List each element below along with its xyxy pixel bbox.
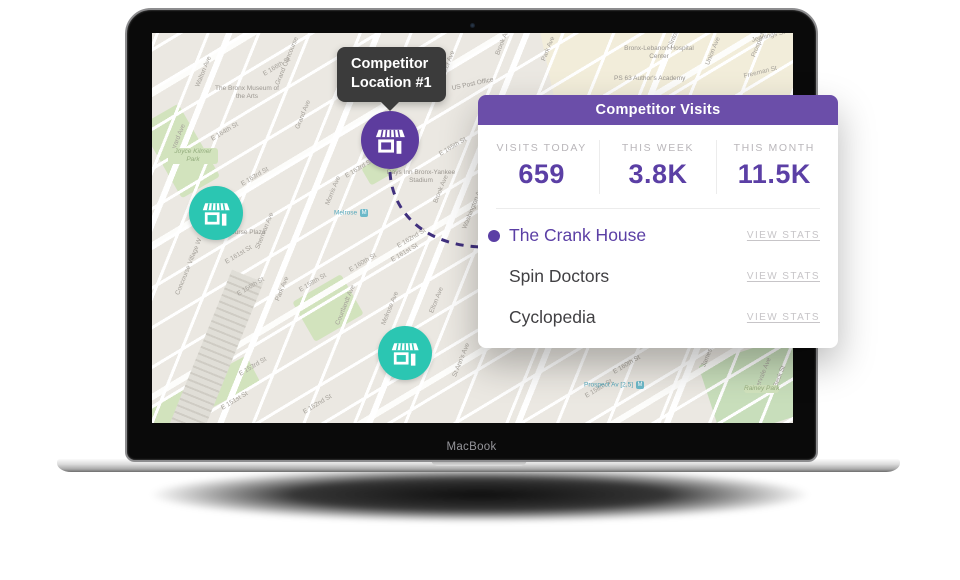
route-dot bbox=[488, 229, 500, 242]
competitor-row-crank-house[interactable]: The Crank House VIEW STATS bbox=[478, 215, 838, 256]
divider bbox=[496, 208, 820, 209]
map-label-street: E 164th St bbox=[209, 120, 240, 143]
webcam-icon bbox=[469, 23, 475, 28]
competitor-row-cyclopedia[interactable]: Cyclopedia VIEW STATS bbox=[478, 297, 838, 338]
storefront-icon bbox=[202, 203, 230, 226]
stat-this-month: THIS MONTH 11.5K bbox=[715, 140, 832, 194]
stat-value: 3.8K bbox=[628, 159, 688, 189]
stat-visits-today: VISITS TODAY 659 bbox=[484, 140, 599, 194]
competitor-list: The Crank House VIEW STATS Spin Doctors … bbox=[478, 209, 838, 348]
store-marker-2[interactable] bbox=[378, 326, 432, 380]
tooltip-line-1: Competitor bbox=[351, 56, 429, 72]
map-label-ave: Concourse Village W bbox=[174, 237, 204, 297]
map-label-street: E 153rd St bbox=[237, 355, 268, 378]
map-label-ave: Walton Ave bbox=[194, 55, 213, 89]
map-label-station: Prospect Av [2,5] M bbox=[584, 381, 645, 389]
map-label-poi: US Post Office bbox=[451, 76, 495, 92]
map-label-poi: Days Inn Bronx-Yankee Stadium bbox=[386, 169, 456, 185]
competitor-name: The Crank House bbox=[509, 225, 647, 245]
map-label-poi: PS 63 Author's Academy bbox=[614, 75, 686, 82]
competitor-marker[interactable] bbox=[361, 111, 419, 169]
view-stats-link[interactable]: VIEW STATS bbox=[746, 271, 820, 282]
map-label-park: Rainey Park bbox=[744, 385, 780, 394]
map-label-poi: The Bronx Museum of the Arts bbox=[215, 85, 279, 101]
map-label-poi: Concourse Plaza bbox=[216, 229, 266, 236]
stat-value: 11.5K bbox=[737, 159, 811, 189]
map-label-ave: Union Ave bbox=[704, 36, 722, 67]
competitor-name: Cyclopedia bbox=[509, 307, 596, 327]
map-label-ave: Grand Ave bbox=[294, 99, 313, 131]
map-label-street: E 163rd St bbox=[239, 165, 270, 188]
competitor-location-tooltip: Competitor Location #1 bbox=[337, 47, 446, 111]
map-label-street: Freeman St bbox=[743, 64, 778, 80]
map-label-ave: Morris Ave bbox=[324, 175, 343, 207]
transit-station-icon: M bbox=[360, 209, 369, 217]
view-stats-link[interactable]: VIEW STATS bbox=[746, 312, 820, 323]
map-label-street: E 161st St bbox=[223, 244, 254, 266]
map-label-poi: Bronx-Lebanon Hospital Center bbox=[624, 45, 694, 61]
map-label-street: E 160th St bbox=[347, 251, 378, 274]
map-label-ave: Melrose Ave bbox=[380, 290, 401, 327]
storefront-icon bbox=[375, 129, 405, 154]
map-label-park: Joyce Kilmer Park bbox=[168, 148, 218, 165]
laptop-base bbox=[57, 459, 900, 472]
map-label-ave: St Ann's Ave bbox=[451, 341, 472, 379]
macbook-brand-label: MacBook bbox=[446, 441, 497, 453]
map-label-street: E 151st St bbox=[219, 390, 250, 412]
transit-station-icon: M bbox=[636, 381, 645, 389]
stat-label: THIS WEEK bbox=[621, 142, 695, 154]
view-stats-link[interactable]: VIEW STATS bbox=[746, 230, 820, 241]
tooltip-line-2: Location #1 bbox=[351, 74, 432, 91]
map-label-ave: Park Ave bbox=[540, 35, 557, 63]
map-label-street: E 158th St bbox=[297, 271, 328, 294]
store-marker-1[interactable] bbox=[189, 186, 243, 240]
map-label-ave: Elton Ave bbox=[428, 286, 445, 315]
competitor-row-spin-doctors[interactable]: Spin Doctors VIEW STATS bbox=[478, 256, 838, 297]
storefront-icon bbox=[391, 343, 419, 366]
competitor-visits-card: Competitor Visits VISITS TODAY 659 THIS … bbox=[478, 95, 838, 348]
stat-value: 659 bbox=[518, 159, 565, 189]
laptop-shadow bbox=[34, 470, 926, 558]
laptop-base-notch bbox=[430, 459, 527, 466]
map-label-street: E 165th St bbox=[437, 135, 468, 158]
card-title: Competitor Visits bbox=[478, 95, 838, 125]
map-label-ave: Courtlandt Ave bbox=[334, 284, 357, 327]
map-label-street: E 156th St bbox=[235, 275, 266, 298]
competitor-name: Spin Doctors bbox=[509, 266, 610, 286]
map-label-ave: Park Ave bbox=[274, 275, 291, 303]
map-label-street: E 152nd St bbox=[301, 393, 334, 416]
stat-label: VISITS TODAY bbox=[496, 142, 587, 154]
map-label-station: Melrose M bbox=[334, 209, 369, 217]
stat-this-week: THIS WEEK 3.8K bbox=[599, 140, 715, 194]
map-label-ave: Brook Ave bbox=[494, 33, 512, 57]
map-label-street: E 160th St bbox=[611, 353, 642, 376]
stats-row: VISITS TODAY 659 THIS WEEK 3.8K THIS MON… bbox=[478, 125, 838, 208]
stat-label: THIS MONTH bbox=[733, 142, 815, 154]
